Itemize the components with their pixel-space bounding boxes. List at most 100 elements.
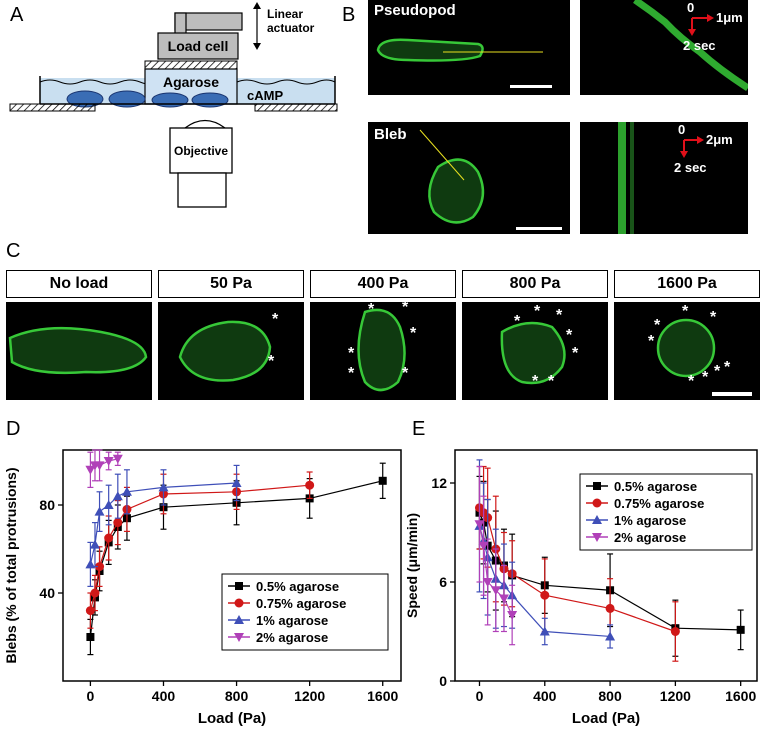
- chart0-ytick-label-0: 40: [39, 585, 55, 601]
- chart0-s2-point-0: [85, 559, 96, 569]
- chart0-ylabel: Blebs (% of total protrusions): [3, 468, 19, 664]
- load-cell-block: [157, 32, 239, 60]
- bleb-image: Bleb: [368, 122, 570, 234]
- chart0-s3-point-3: [103, 457, 114, 466]
- svg-text:*: *: [514, 313, 521, 330]
- svg-text:*: *: [714, 363, 721, 380]
- chart1-frame: [454, 449, 758, 682]
- chart1-s3-point-0: [474, 520, 485, 530]
- chart1-legend-label-3: 2% agarose: [614, 530, 686, 545]
- chart1-ylabel: Speed (μm/min): [405, 513, 420, 618]
- stage-right: [254, 103, 338, 112]
- svg-text:*: *: [556, 307, 563, 324]
- chart1-s1-point-8: [670, 627, 680, 636]
- chart0-legend-label-2: 1% agarose: [256, 613, 328, 628]
- chart0-s2-point-5: [121, 486, 132, 496]
- svg-text:*: *: [410, 325, 417, 342]
- svg-text:*: *: [348, 365, 355, 382]
- chart0-legend-marker-0: [235, 582, 243, 590]
- chart0-frame: [62, 449, 402, 682]
- chart1-series-3: [474, 465, 518, 646]
- chart0-legend-marker-1: [234, 598, 244, 608]
- chart0-s1-point-1: [90, 588, 100, 598]
- bleb-kymo-origin: 0: [678, 122, 686, 137]
- chart1-s3-point-2: [482, 578, 493, 587]
- condition-label-no-load: No load: [6, 270, 152, 298]
- svg-text:*: *: [682, 303, 689, 320]
- cell-image-800pa: * * * * * * *: [462, 302, 608, 400]
- pseudopod-label: Pseudopod: [374, 2, 456, 19]
- chart0-s0-point-9: [378, 476, 387, 485]
- objective-label: Objective: [174, 144, 228, 158]
- chart1-legend-label-1: 0.75% agarose: [614, 496, 704, 511]
- chart1-s3-point-1: [478, 541, 489, 551]
- pseudopod-image: Pseudopod: [368, 0, 570, 95]
- chart0-xtick-label-2: 800: [225, 688, 249, 704]
- cell-image-no-load: [6, 302, 152, 400]
- chart1-legend-box: [579, 473, 753, 551]
- chart0-s1-point-4: [113, 518, 123, 528]
- chart0-s2-line: [89, 482, 237, 565]
- chart0-ytick-label-1: 80: [39, 497, 55, 513]
- chart0-xtick-label-0: 0: [87, 688, 95, 704]
- agarose-label: Agarose: [163, 74, 219, 90]
- chart1-s3-point-4: [498, 594, 509, 604]
- pseudopod-kymo-space: 1μm: [716, 10, 743, 25]
- svg-text:*: *: [710, 309, 717, 326]
- chart0-series-1: [85, 471, 315, 629]
- bleb-kymograph: 0 2μm 2 sec: [580, 122, 748, 234]
- chart0-s0-line: [89, 480, 383, 638]
- chart1-ytick-label-2: 12: [431, 475, 447, 491]
- panel-label-c: C: [6, 240, 21, 262]
- svg-text:*: *: [648, 333, 655, 350]
- chart0-legend: 0.5% agarose 0.75% agarose 1% agarose 2% ag…: [221, 573, 389, 651]
- chart1-xtick-label-3: 1200: [660, 688, 691, 704]
- svg-text:*: *: [724, 359, 731, 376]
- chart0-s0-point-0: [86, 633, 95, 641]
- chart1-s2-point-6: [539, 626, 550, 636]
- chart1-legend-marker-1: [592, 498, 602, 508]
- chart0-s2-point-1: [89, 539, 100, 549]
- chart1-legend-marker-2: [592, 515, 602, 524]
- condition-label-50pa: 50 Pa: [158, 270, 304, 298]
- svg-text:*: *: [688, 373, 695, 390]
- stage-left: [9, 103, 96, 112]
- pseudopod-kymo-time: 2 sec: [683, 38, 716, 53]
- chart0-s2-point-6: [158, 482, 169, 492]
- camp-label: cAMP: [247, 88, 283, 103]
- svg-text:*: *: [368, 302, 375, 318]
- linear-actuator: [174, 2, 261, 50]
- objective-lens: [169, 119, 233, 208]
- chart0-xlabel: Load (Pa): [198, 710, 266, 727]
- chart1-xtick-label-4: 1600: [725, 688, 756, 704]
- svg-text:*: *: [268, 353, 275, 370]
- chart1-legend-label-2: 1% agarose: [614, 513, 686, 528]
- linear-actuator-label-1: Linear: [267, 7, 303, 21]
- chart0-s2-point-3: [103, 500, 114, 509]
- blebs-vs-load-chart: 0 400 800 1200 1600 40 80 Load (Pa) Blebs (% of …: [3, 449, 402, 727]
- panel-label-b: B: [342, 4, 356, 26]
- cell-image-50pa: * *: [158, 302, 304, 400]
- chart0-s3-point-0: [85, 465, 96, 475]
- chart1-xtick-label-0: 0: [476, 688, 484, 704]
- svg-text:*: *: [548, 373, 555, 390]
- pseudopod-kymograph: 0 1μm 2 sec: [580, 0, 748, 95]
- chart1-legend: 0.5% agarose 0.75% agarose 1% agarose 2% ag…: [579, 473, 753, 551]
- chart1-s1-point-6: [540, 590, 550, 600]
- chart0-legend-label-3: 2% agarose: [256, 630, 328, 645]
- panel-label-d: D: [6, 418, 21, 440]
- chart1-s2-point-7: [605, 631, 616, 641]
- chart1-s0-point-9: [736, 625, 745, 634]
- svg-text:*: *: [566, 327, 573, 344]
- condition-label-400pa: 400 Pa: [310, 270, 456, 298]
- svg-text:*: *: [348, 345, 355, 362]
- bleb-label: Bleb: [374, 126, 407, 143]
- cell-image-1600pa: * * * * * * * *: [614, 302, 760, 400]
- chart0-legend-label-1: 0.75% agarose: [256, 596, 346, 611]
- bleb-kymo-time: 2 sec: [674, 160, 707, 175]
- chart0-xtick-label-4: 1600: [367, 688, 398, 704]
- chart0-s3-point-2: [94, 461, 105, 471]
- chart0-s2-point-4: [112, 491, 123, 501]
- panel-label-e: E: [412, 418, 426, 440]
- chart0-s3-point-4: [112, 454, 123, 464]
